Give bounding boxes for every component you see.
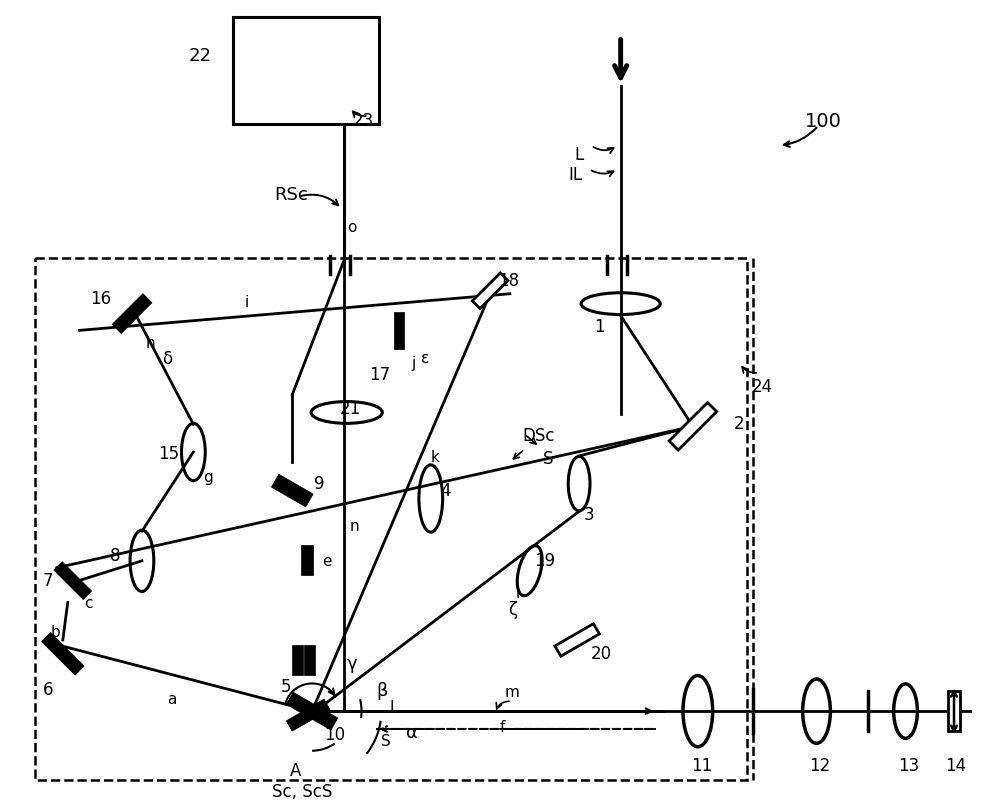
- Text: RSc: RSc: [274, 185, 308, 204]
- Text: 20: 20: [591, 644, 612, 662]
- Text: 21: 21: [340, 399, 361, 417]
- Text: 18: 18: [498, 271, 519, 290]
- Text: L: L: [389, 699, 398, 715]
- Text: 16: 16: [91, 289, 112, 308]
- Text: ε: ε: [421, 351, 429, 365]
- Text: 100: 100: [805, 112, 842, 131]
- Text: 4: 4: [441, 481, 451, 499]
- Polygon shape: [669, 403, 717, 450]
- Text: 17: 17: [369, 365, 391, 384]
- Text: γ: γ: [347, 654, 357, 672]
- Bar: [233, 18, 379, 124]
- Text: 13: 13: [899, 756, 920, 774]
- Text: β: β: [376, 682, 388, 699]
- Text: j: j: [411, 356, 415, 371]
- Bar: [948, 691, 960, 731]
- Text: δ: δ: [162, 350, 172, 368]
- Text: 3: 3: [584, 506, 595, 524]
- Text: i: i: [245, 295, 249, 309]
- Polygon shape: [41, 633, 84, 675]
- Polygon shape: [54, 562, 92, 600]
- Text: c: c: [85, 596, 93, 610]
- Text: S: S: [543, 450, 553, 467]
- Text: 9: 9: [314, 475, 325, 492]
- Text: ζ: ζ: [508, 601, 517, 618]
- Text: 23: 23: [353, 112, 374, 129]
- Text: 15: 15: [158, 445, 179, 463]
- Polygon shape: [304, 645, 315, 675]
- Bar: [35, 259, 747, 781]
- Polygon shape: [112, 294, 152, 334]
- Text: 12: 12: [810, 756, 831, 774]
- Text: 2: 2: [733, 415, 744, 433]
- Text: 14: 14: [945, 756, 966, 774]
- Text: f: f: [500, 719, 505, 734]
- Text: m: m: [505, 685, 520, 699]
- Text: g: g: [203, 469, 213, 484]
- Polygon shape: [286, 699, 330, 732]
- Text: b: b: [51, 625, 61, 639]
- Text: Sc, ScS: Sc, ScS: [272, 782, 332, 801]
- Text: h: h: [146, 336, 156, 351]
- Polygon shape: [286, 692, 338, 730]
- Text: IL: IL: [568, 166, 582, 184]
- Text: o: o: [347, 219, 356, 234]
- Text: k: k: [431, 450, 440, 464]
- Text: DSc: DSc: [523, 426, 555, 445]
- Text: L: L: [574, 146, 583, 164]
- Text: 24: 24: [752, 377, 773, 395]
- Text: S: S: [381, 733, 391, 748]
- Text: 10: 10: [324, 725, 345, 743]
- Text: A: A: [290, 760, 302, 779]
- Text: 22: 22: [188, 47, 211, 65]
- Polygon shape: [292, 645, 303, 675]
- Polygon shape: [271, 475, 313, 507]
- Polygon shape: [301, 545, 313, 575]
- Polygon shape: [394, 312, 404, 350]
- Text: 5: 5: [280, 677, 291, 695]
- Text: 7: 7: [43, 571, 54, 589]
- Text: α: α: [406, 724, 418, 741]
- Text: 11: 11: [691, 756, 712, 774]
- Text: 1: 1: [594, 318, 605, 336]
- Text: 6: 6: [43, 679, 54, 698]
- Text: e: e: [322, 553, 331, 569]
- Text: 8: 8: [110, 546, 121, 565]
- Text: d: d: [274, 476, 284, 491]
- Polygon shape: [555, 624, 599, 656]
- Text: 19: 19: [535, 551, 556, 569]
- Text: a: a: [167, 691, 176, 707]
- Polygon shape: [472, 274, 508, 309]
- Text: n: n: [350, 519, 359, 534]
- Text: l: l: [516, 585, 520, 600]
